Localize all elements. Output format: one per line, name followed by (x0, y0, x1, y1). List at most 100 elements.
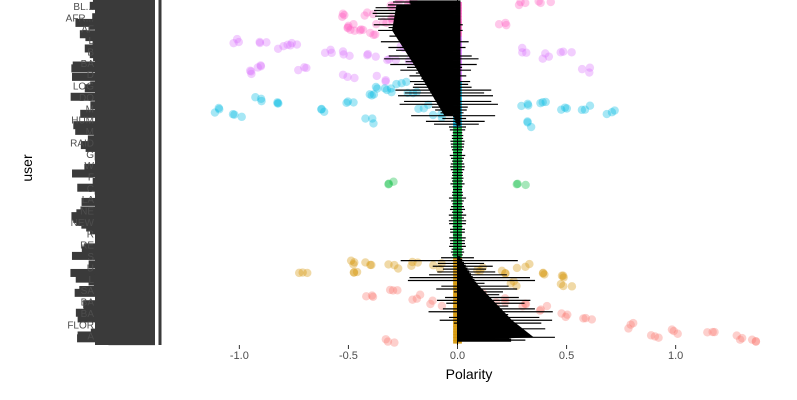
data-point (610, 106, 619, 115)
data-point (513, 179, 522, 189)
data-point (535, 306, 545, 315)
data-point (751, 337, 761, 346)
data-point (363, 8, 372, 17)
data-point (393, 286, 402, 295)
data-point (646, 331, 656, 340)
error-bar-mass (392, 4, 454, 116)
user-label: L (88, 275, 94, 286)
data-point (737, 333, 747, 343)
data-point (389, 177, 398, 186)
data-point (286, 41, 295, 50)
mean-bar (450, 108, 461, 112)
data-point (393, 264, 403, 273)
data-point (372, 71, 381, 81)
data-point (538, 269, 548, 278)
data-point (214, 103, 223, 113)
data-point (245, 66, 255, 75)
mean-bar (457, 256, 461, 260)
data-point (356, 25, 366, 34)
data-point (338, 9, 348, 18)
data-point (579, 314, 588, 323)
data-point (253, 63, 262, 72)
data-point (567, 282, 577, 291)
user-label: RE (80, 241, 94, 252)
x-tick-label: 0.5 (559, 350, 574, 362)
data-point (534, 0, 543, 6)
data-point (521, 180, 530, 190)
data-point (521, 299, 530, 308)
data-point (317, 105, 326, 114)
mean-bar (457, 264, 466, 268)
data-point (355, 26, 365, 35)
data-point (541, 49, 550, 58)
data-point (654, 333, 663, 342)
data-point (234, 37, 243, 47)
data-point (538, 54, 547, 63)
data-point (391, 55, 401, 65)
data-point (368, 114, 377, 123)
data-point (580, 105, 590, 114)
data-point (345, 51, 354, 60)
data-point (382, 85, 392, 95)
data-point (562, 104, 572, 113)
data-point (523, 118, 532, 127)
user-label: BA (81, 298, 95, 309)
mean-bar (448, 102, 461, 106)
data-point (708, 327, 717, 337)
data-point (382, 18, 391, 28)
data-point (363, 49, 373, 59)
data-point (559, 273, 568, 282)
mean-bar (457, 338, 512, 342)
mean-bar (457, 267, 468, 271)
data-point (383, 337, 393, 346)
data-point (521, 299, 531, 309)
data-point (517, 101, 526, 111)
data-point (317, 104, 326, 114)
user-label-block (95, 0, 155, 345)
data-point (369, 90, 379, 99)
data-point (732, 331, 741, 340)
data-point (538, 97, 547, 107)
data-point (577, 64, 587, 74)
data-point (506, 279, 515, 288)
data-point (349, 20, 358, 29)
data-point (363, 50, 372, 60)
user-label: AFR... (66, 13, 94, 24)
data-point (230, 110, 239, 119)
data-point (509, 277, 518, 286)
data-point (367, 291, 377, 300)
user-label: NEW (71, 218, 95, 229)
error-bars (372, 0, 555, 342)
data-point (502, 20, 511, 30)
overlapping-user-labels (70, 0, 162, 346)
data-point (536, 305, 546, 314)
data-point (587, 315, 597, 324)
data-point (437, 301, 447, 311)
data-point (215, 105, 224, 114)
data-point (287, 38, 297, 48)
user-label: W (85, 161, 95, 172)
plot-area (210, 0, 761, 347)
data-point (607, 108, 617, 117)
x-tick-label: 1.0 (668, 350, 683, 362)
data-point (367, 91, 376, 100)
data-point (559, 281, 568, 291)
data-point (414, 104, 423, 113)
data-point (256, 61, 265, 70)
data-point (541, 97, 550, 107)
data-point (500, 297, 510, 307)
user-label: BA (81, 309, 95, 320)
data-point (521, 262, 530, 272)
data-point (360, 11, 369, 20)
data-point (512, 180, 521, 189)
data-point (536, 0, 545, 8)
data-point (229, 38, 238, 48)
data-point (292, 40, 302, 49)
data-point (228, 110, 238, 119)
data-point (412, 294, 422, 303)
data-point (435, 264, 445, 274)
data-point (273, 44, 283, 53)
data-point (514, 0, 524, 10)
data-point (557, 271, 567, 280)
